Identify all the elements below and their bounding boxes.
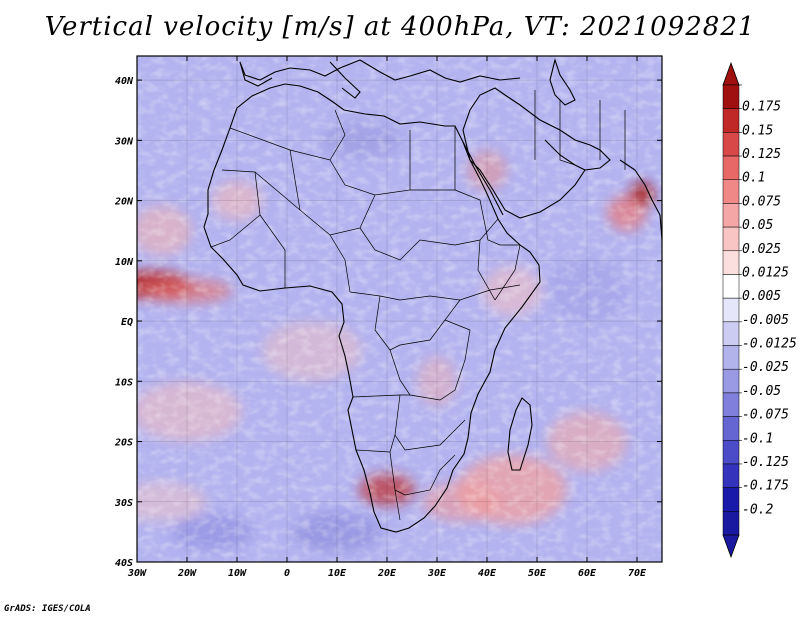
colorbar-segment	[722, 345, 740, 370]
lon-tick-label: 40E	[478, 568, 497, 579]
map-frame	[136, 55, 663, 563]
colorbar-label: 0.175	[742, 100, 781, 115]
colorbar-segment	[722, 463, 740, 488]
colorbar-segment	[722, 321, 740, 346]
lat-tick-label: 40N	[115, 76, 134, 87]
lon-tick-label: 0	[284, 568, 290, 579]
lon-tick-label: 10E	[328, 568, 347, 579]
madagascar-coastline	[507, 397, 533, 471]
colorbar-label: 0.0125	[742, 265, 789, 280]
italy-coastline	[329, 61, 361, 99]
colorbar-segment	[722, 155, 740, 180]
country-borders	[210, 90, 626, 521]
lat-tick-label: EQ	[121, 317, 133, 328]
colorbar-label: -0.125	[742, 455, 789, 470]
colorbar-label: 0.125	[742, 147, 781, 162]
lat-tick-label: 10N	[115, 257, 134, 268]
lat-tick-label: 20S	[114, 438, 133, 449]
colorbar-segment	[722, 274, 740, 299]
colorbar-label: 0.1	[742, 171, 765, 186]
colorbar-label: -0.025	[742, 360, 789, 375]
colorbar-label: 0.15	[742, 123, 773, 138]
lat-tick-label: 30S	[114, 498, 133, 509]
colorbar-segment	[722, 108, 740, 133]
colorbar-segment	[722, 226, 740, 252]
colorbar-label: -0.175	[742, 479, 789, 494]
lon-tick-label: 20E	[377, 568, 397, 579]
colorbar-segment	[722, 179, 740, 204]
colorbar-label: -0.075	[742, 408, 789, 423]
colorbar-label: -0.005	[742, 313, 789, 328]
colorbar-segment	[722, 440, 740, 465]
caspian-coastline	[549, 58, 576, 106]
colorbar-segment	[722, 84, 740, 109]
colorbar-segment	[722, 297, 740, 323]
longitude-axis: 30W 20W 10W 0 10E 20E 30E 40E 50E 60E 70E	[127, 56, 647, 579]
colorbar-segment	[722, 132, 740, 157]
colorbar-label: -0.05	[742, 384, 781, 399]
latitude-axis: 40N 30N 20N 10N EQ 10S 20S 30S 40S	[114, 76, 662, 569]
colorbar-min-arrow	[722, 534, 740, 559]
colorbar-label: 0.025	[742, 242, 781, 257]
lon-tick-label: 30W	[127, 568, 147, 579]
colorbar-label: -0.2	[742, 502, 773, 517]
colorbar-segment	[722, 416, 740, 441]
lon-tick-label: 30E	[427, 568, 447, 579]
red-sea	[462, 141, 504, 216]
africa-coastline	[203, 83, 541, 533]
iberia-coastline	[239, 61, 273, 87]
lat-tick-label: 40S	[115, 558, 133, 569]
colorbar-label: 0.005	[742, 289, 781, 304]
colorbar-label: -0.0125	[742, 337, 797, 352]
colorbar-label: 0.075	[742, 194, 781, 209]
lon-tick-label: 10W	[228, 568, 247, 579]
colorbar-label: -0.1	[742, 431, 773, 446]
persian-gulf	[544, 139, 586, 171]
graticule	[137, 56, 662, 562]
map-plot-area	[137, 56, 662, 562]
colorbar-segment	[722, 392, 740, 417]
colorbar-label: 0.05	[742, 218, 773, 233]
velocity-noise	[137, 56, 662, 562]
europe-coastline	[239, 59, 521, 83]
lat-tick-label: 20N	[114, 197, 134, 208]
grads-credit: GrADS: IGES/COLA	[4, 604, 91, 614]
colorbar-segment	[722, 250, 740, 275]
colorbar-segment	[722, 511, 740, 536]
lon-tick-label: 70E	[628, 568, 647, 579]
lon-tick-label: 20W	[177, 568, 197, 579]
colorbar-max-arrow	[722, 61, 740, 86]
india-coastline	[619, 159, 662, 241]
lat-tick-label: 10S	[115, 377, 133, 388]
lat-tick-label: 30N	[114, 136, 134, 147]
lon-tick-label: 60E	[578, 568, 597, 579]
colorbar-segment	[722, 368, 740, 394]
colorbar-segment	[722, 203, 740, 228]
chart-title: Vertical velocity [m/s] at 400hPa, VT: 2…	[44, 12, 756, 42]
lon-tick-label: 50E	[528, 568, 547, 579]
colorbar: 0.175 0.15 0.125 0.1 0.075 0.05 0.025 0.0125 0.0…	[722, 61, 797, 559]
coastlines	[203, 58, 662, 533]
colorbar-segment	[722, 487, 740, 512]
